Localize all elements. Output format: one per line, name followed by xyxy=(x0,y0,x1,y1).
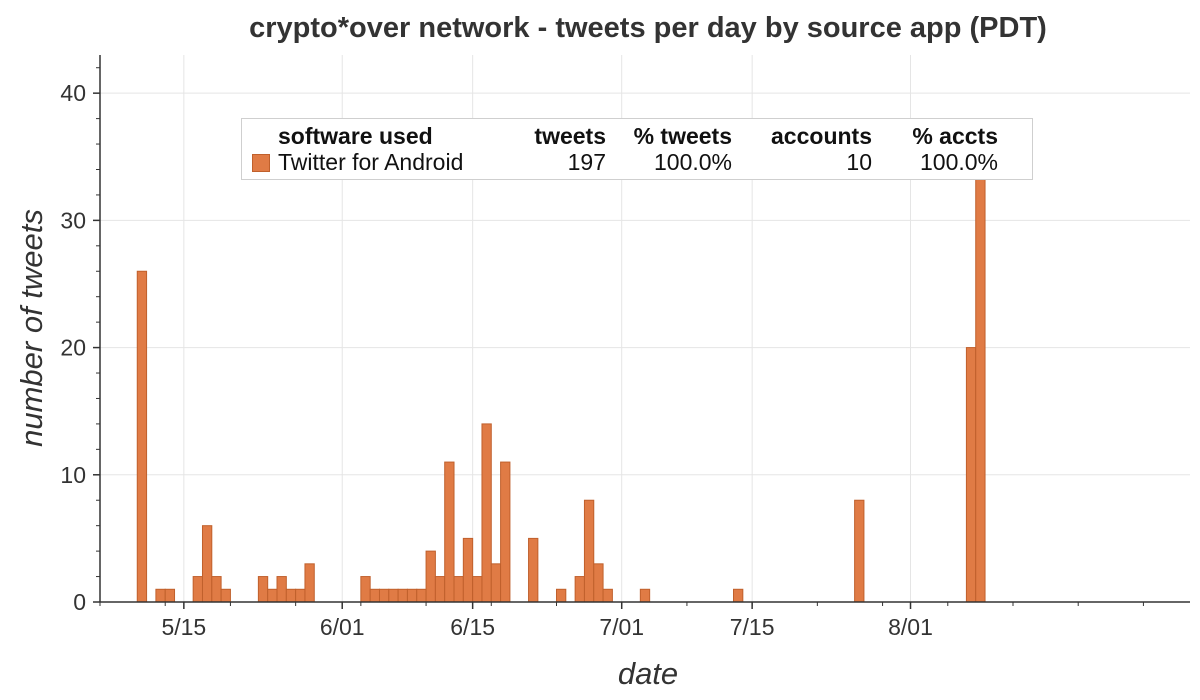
axes: 0 10 20 30 40 5/15 6/01 6/15 7/01 7/15 8/01 xyxy=(60,55,1190,640)
x-tick-label: 7/01 xyxy=(599,614,644,640)
x-tick-label: 6/15 xyxy=(450,614,495,640)
legend-header-pct-accts: % accts xyxy=(912,123,998,149)
bar xyxy=(164,588,176,603)
bar xyxy=(201,525,213,603)
bar xyxy=(425,550,436,603)
y-tick-label: 0 xyxy=(73,589,86,615)
bar xyxy=(276,576,287,603)
bar xyxy=(444,461,455,603)
x-tick-label: 5/15 xyxy=(161,614,206,640)
bar xyxy=(295,588,306,603)
bar xyxy=(136,270,148,603)
bar xyxy=(285,588,297,603)
bars xyxy=(136,130,986,603)
bar xyxy=(453,576,464,603)
bar xyxy=(639,588,651,603)
bar xyxy=(733,588,744,603)
bar xyxy=(220,588,231,603)
legend-pct-accts: 100.0% xyxy=(919,149,998,175)
bar xyxy=(416,588,427,603)
legend-header-software: software used xyxy=(278,123,433,149)
bar xyxy=(555,588,567,603)
bar xyxy=(481,423,492,603)
bar xyxy=(500,461,511,603)
bar xyxy=(602,588,613,603)
bar xyxy=(304,563,315,603)
y-tick-label: 20 xyxy=(60,335,86,361)
y-tick-label: 10 xyxy=(60,462,86,488)
bar xyxy=(211,576,222,603)
legend-row: Twitter for Android 197 100.0% 10 100.0% xyxy=(242,149,1032,176)
bar xyxy=(965,347,977,603)
bar xyxy=(583,499,595,603)
bar xyxy=(434,576,446,603)
legend-header-pct-tweets: % tweets xyxy=(633,123,732,149)
bar xyxy=(360,576,371,603)
bar xyxy=(406,588,418,603)
bar xyxy=(378,588,390,603)
bar xyxy=(257,576,269,603)
bar xyxy=(490,563,502,603)
legend-pct-tweets: 100.0% xyxy=(653,149,732,175)
bar xyxy=(397,588,408,603)
bar xyxy=(155,588,166,603)
legend-swatch xyxy=(252,154,270,172)
chart-title: crypto*over network - tweets per day by … xyxy=(249,12,1047,44)
legend-software: Twitter for Android xyxy=(278,149,464,175)
bar xyxy=(192,576,203,603)
legend-header-tweets: tweets xyxy=(534,123,606,149)
y-axis-label: number of tweets xyxy=(14,209,49,447)
legend-accounts: 10 xyxy=(846,149,872,175)
legend-header-row: software used tweets % tweets accounts %… xyxy=(242,123,1032,150)
x-tick-label: 6/01 xyxy=(320,614,365,640)
bar xyxy=(593,563,604,603)
legend-table: software used tweets % tweets accounts %… xyxy=(241,118,1033,180)
x-axis-label: date xyxy=(618,656,678,691)
bar xyxy=(528,537,539,603)
bar xyxy=(462,537,474,603)
bar xyxy=(472,576,483,603)
bar xyxy=(267,588,278,603)
bar xyxy=(975,130,986,603)
y-tick-label: 30 xyxy=(60,207,86,233)
y-tick-label: 40 xyxy=(60,80,86,106)
bar xyxy=(574,576,585,603)
legend-header-accounts: accounts xyxy=(771,123,872,149)
x-tick-label: 7/15 xyxy=(730,614,775,640)
bar xyxy=(388,588,399,603)
bar xyxy=(369,588,380,603)
bar xyxy=(854,499,865,603)
legend-tweets: 197 xyxy=(567,149,606,175)
x-tick-label: 8/01 xyxy=(888,614,933,640)
